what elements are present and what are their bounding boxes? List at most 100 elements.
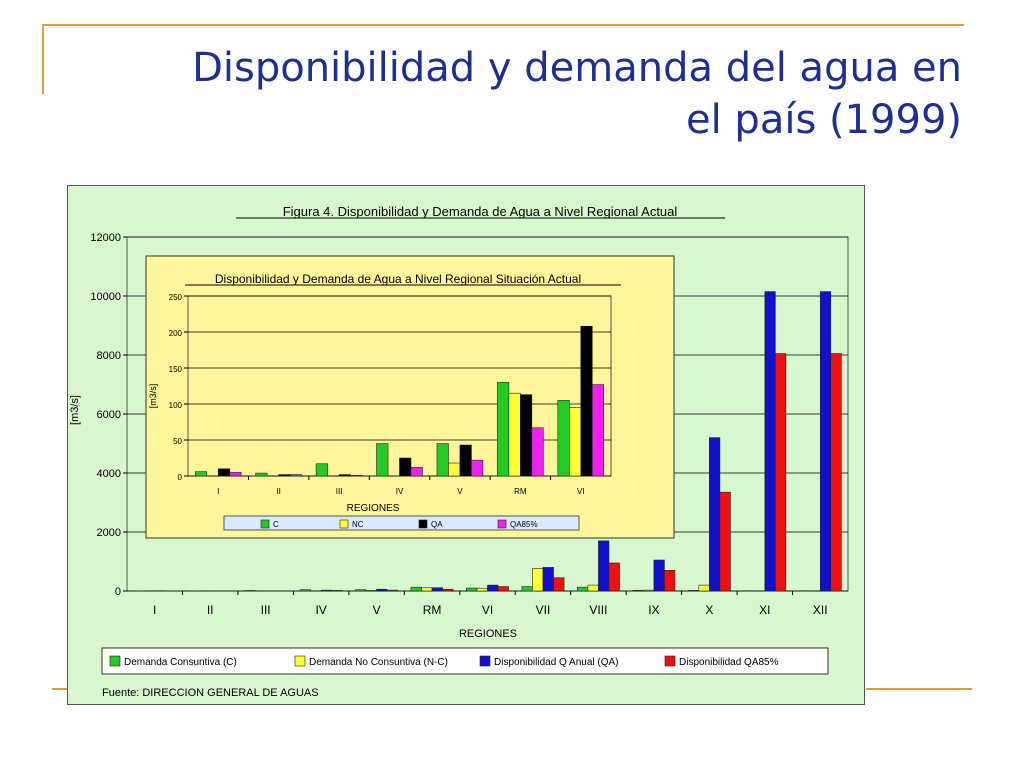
bar-c-i [194, 471, 208, 477]
decorative-line-bottom-left [52, 688, 68, 690]
legend-swatch-qa_inset [418, 519, 428, 529]
inset-chart-title: Disponibilidad y Demanda de Agua a Nivel… [215, 272, 581, 286]
decorative-line-top [42, 24, 964, 26]
legend-swatch-nc [294, 655, 306, 667]
bar-qa-vii [542, 567, 554, 592]
main-chart-title: Figura 4. Disponibilidad y Demanda de Ag… [283, 204, 678, 219]
bar-qa85-xi [775, 353, 787, 592]
legend-swatch-qa85 [664, 655, 676, 667]
y-tick-label: 200 [169, 329, 183, 338]
bar-c-vi [557, 400, 570, 477]
legend-label-c: C [273, 520, 279, 529]
bar-qa85-viii [608, 562, 620, 592]
x-tick-label: III [336, 487, 343, 496]
y-tick-label: 2000 [97, 527, 121, 539]
chart-figure: Figura 4. Disponibilidad y Demanda de Ag… [69, 204, 849, 699]
bar-qa_inset-iii [338, 474, 351, 477]
figure-panel: Figura 4. Disponibilidad y Demanda de Ag… [67, 185, 865, 705]
x-tick-label: X [705, 603, 713, 617]
y-tick-label: 12000 [90, 232, 121, 244]
bar-qa-ix [653, 559, 665, 592]
main-chart-x-ticks: I II III IV V RM VI VII VIII IX X XI XII [153, 603, 828, 617]
bar-qa_inset-i [217, 468, 230, 477]
legend-label-qa85_inset: QA85% [510, 520, 538, 529]
inset-chart-x-axis-label: REGIONES [347, 503, 400, 514]
bar-c-rm [410, 586, 422, 592]
y-tick-label: 100 [169, 401, 183, 410]
bar-qa85_inset-iii [350, 474, 363, 477]
bar-qa_inset-ii [278, 474, 291, 477]
main-chart-x-axis-label: REGIONES [459, 628, 517, 640]
bar-c-iv [376, 443, 389, 477]
x-tick-label: RM [423, 603, 442, 617]
x-tick-label: II [276, 487, 280, 496]
x-tick-label: I [153, 603, 156, 617]
bar-qa85_inset-vi [591, 384, 605, 477]
slide-title-line-1: Disponibilidad y demanda del agua en [192, 45, 962, 91]
main-chart-bars [133, 291, 842, 592]
decorative-line-bottom-right [866, 688, 972, 690]
x-tick-label: VIII [589, 603, 607, 617]
bar-qa85-vii [553, 577, 565, 592]
y-tick-label: 150 [169, 365, 183, 374]
legend-swatch-c [109, 655, 121, 667]
bar-qa85_inset-ii [289, 474, 302, 477]
bar-qa-v [376, 588, 388, 592]
bar-qa85_inset-iv [410, 467, 423, 477]
inset-chart-y-ticks: 0 50 100 150 200 250 [169, 293, 183, 482]
bar-nc-v [448, 462, 461, 477]
decorative-line-left [42, 24, 44, 94]
bar-qa85-rm [442, 588, 454, 592]
y-tick-label: 50 [173, 437, 182, 446]
legend-swatch-c [260, 519, 270, 529]
bar-qa85-vi [497, 586, 509, 592]
bar-qa_inset-rm [520, 394, 533, 477]
x-tick-label: VII [536, 603, 551, 617]
legend-label-nc: NC [352, 520, 364, 529]
bar-c-v [436, 443, 449, 477]
legend-label-nc: Demanda No Consuntiva (N-C) [309, 657, 448, 668]
main-chart-legend: Demanda Consuntiva (C) Demanda No Consunt… [109, 655, 779, 668]
bar-qa_inset-vi [580, 325, 593, 477]
bar-nc-rm [421, 587, 433, 592]
x-tick-label: IX [648, 603, 659, 617]
inset-chart-legend-box [223, 515, 580, 531]
bar-qa-x [709, 437, 721, 592]
x-tick-label: RM [514, 487, 527, 496]
x-tick-label: II [207, 603, 214, 617]
y-tick-label: 6000 [97, 409, 121, 421]
bar-qa85_inset-v [471, 459, 484, 477]
bar-c-ix [632, 589, 644, 592]
bar-nc-x [698, 584, 710, 592]
bar-qa85_inset-rm [531, 427, 544, 477]
x-tick-label: VI [482, 603, 493, 617]
bar-nc-viii [587, 584, 599, 592]
bar-qa85-xii [830, 353, 842, 592]
bar-nc-v [365, 590, 377, 592]
y-tick-label: 10000 [90, 291, 121, 303]
bar-c-iv [299, 589, 311, 592]
main-chart-legend-box [101, 647, 829, 675]
bar-c-rm [497, 382, 510, 477]
bar-c-viii [577, 586, 589, 592]
x-tick-label: IV [396, 487, 404, 496]
main-chart-y-axis-label: [m3/s] [69, 395, 81, 425]
bar-qa85-x [719, 491, 731, 592]
bar-qa-viii [598, 540, 610, 592]
x-tick-label: V [457, 487, 463, 496]
y-tick-label: 8000 [97, 350, 121, 362]
bar-c-iii [244, 590, 256, 592]
legend-swatch-qa85_inset [497, 519, 507, 529]
y-tick-label: 4000 [97, 468, 121, 480]
bar-qa85-v [386, 589, 398, 592]
slide-title: Disponibilidad y demanda del agua en el … [82, 42, 962, 146]
bar-c-vi [466, 587, 478, 592]
x-tick-label: XII [813, 603, 828, 617]
y-tick-label: 0 [115, 586, 121, 598]
slide-title-line-2: el país (1999) [685, 97, 962, 143]
bar-qa85-ix [664, 570, 676, 592]
bar-qa-xi [764, 291, 776, 592]
x-tick-label: III [261, 603, 271, 617]
bar-c-iii [315, 463, 328, 477]
legend-swatch-qa [479, 655, 491, 667]
